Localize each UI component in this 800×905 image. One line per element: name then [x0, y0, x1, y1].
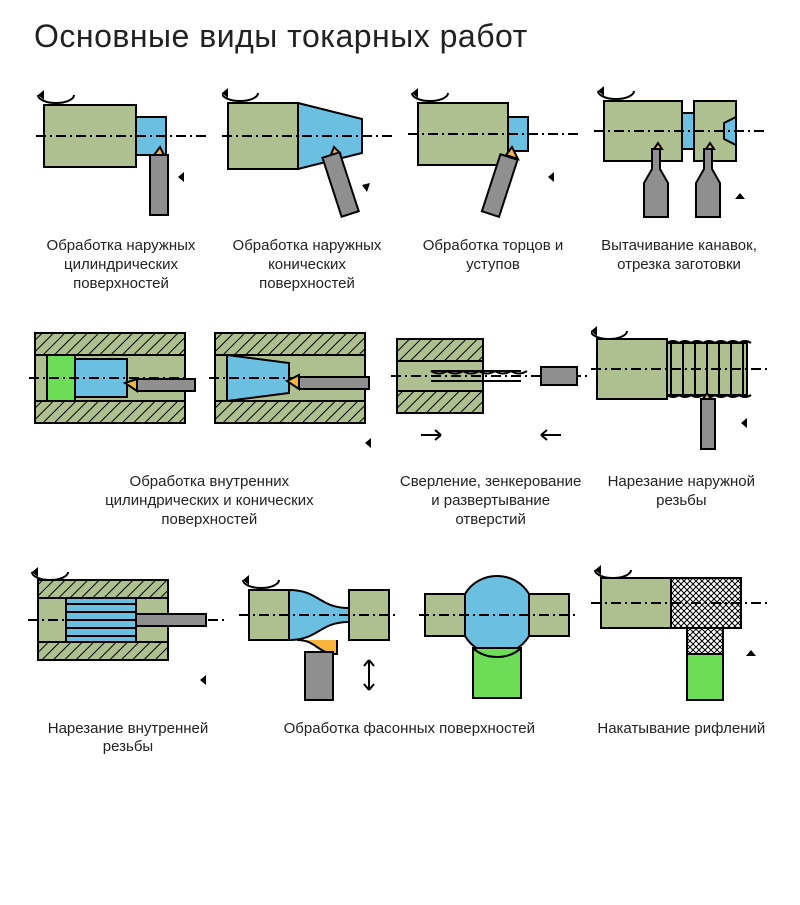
caption-c3: Обработка торцов и уступов [400, 237, 586, 275]
cell-c5: Обработка внутренних цилиндрических и ко… [28, 323, 391, 529]
caption-c5: Обработка внутренних цилиндрических и ко… [73, 473, 345, 529]
row-1: Обработка наружных цилиндрических поверх… [28, 77, 772, 293]
figure-f5 [29, 323, 389, 463]
row-2: Обработка внутренних цилиндрических и ко… [28, 323, 772, 529]
caption-c9: Обработка фасонных поверхностей [278, 720, 541, 739]
caption-c2: Обработка наружных конических поверхност… [214, 237, 400, 293]
figure-f10 [591, 560, 771, 710]
figure-f8 [28, 560, 228, 710]
caption-c1: Обработка наружных цилиндрических поверх… [28, 237, 214, 293]
caption-c10: Накатывание рифлений [591, 720, 771, 739]
page-title: Основные виды токарных работ [34, 18, 772, 55]
cell-c3: Обработка торцов и уступов [400, 77, 586, 293]
figure-f6 [391, 323, 591, 463]
rows-container: Обработка наружных цилиндрических поверх… [28, 77, 772, 757]
cell-c4: Вытачивание канавок, отрезка заготовки [586, 77, 772, 293]
caption-c7: Нарезание наружной резьбы [591, 473, 772, 511]
figure-f4 [594, 77, 764, 227]
caption-c6: Сверление, зенкерование и развертывание … [391, 473, 591, 529]
page: Основные виды токарных работ [0, 0, 800, 905]
figure-f3 [408, 77, 578, 227]
cell-c10: Накатывание рифлений [591, 560, 772, 758]
caption-c8: Нарезание внутренней резьбы [28, 720, 228, 758]
figure-f9 [239, 560, 579, 710]
caption-c4: Вытачивание канавок, отрезка заготовки [586, 237, 772, 275]
figure-f1 [36, 77, 206, 227]
row-3: Нарезание внутренней резьбы [28, 560, 772, 758]
cell-c6: Сверление, зенкерование и развертывание … [391, 323, 591, 529]
cell-c9: Обработка фасонных поверхностей [228, 560, 591, 758]
figure-f7 [591, 323, 771, 463]
figure-f2 [222, 77, 392, 227]
cell-c7: Нарезание наружной резьбы [591, 323, 772, 529]
cell-c2: Обработка наружных конических поверхност… [214, 77, 400, 293]
cell-c8: Нарезание внутренней резьбы [28, 560, 228, 758]
cell-c1: Обработка наружных цилиндрических поверх… [28, 77, 214, 293]
